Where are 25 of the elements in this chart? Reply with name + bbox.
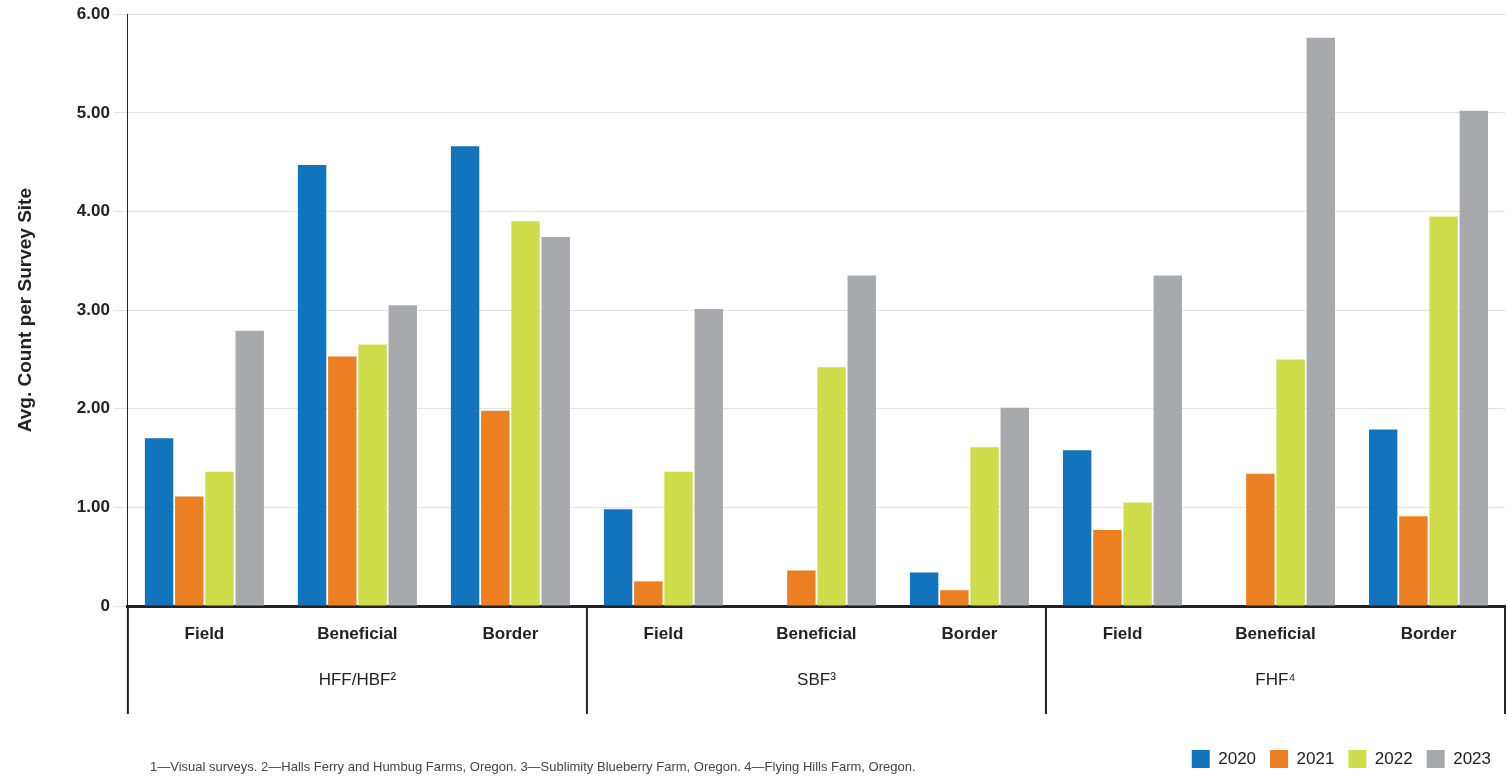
y-tick-label: 5.00 <box>76 102 110 122</box>
x-tick-label: Field <box>184 623 225 643</box>
legend-label: 2022 <box>1374 748 1413 768</box>
y-axis-title: Avg. Count per Survey Site <box>13 187 35 433</box>
text: SBF³ <box>797 669 837 689</box>
x-tick-label: Beneficial <box>317 623 398 643</box>
text: 1—Visual surveys. 2—Halls Ferry and Humbug Farms, Oregon. 3—Sublimity Blueberry Farm, Oregon. 4—Flying Hills Farm, Oregon. <box>150 758 916 774</box>
y-tick-label: 3.00 <box>76 299 110 319</box>
y-tick-label: 6.00 <box>76 3 110 23</box>
x-tick-label: Beneficial <box>1235 623 1316 643</box>
legend-label: 2020 <box>1218 748 1257 768</box>
legend-label: 2021 <box>1296 748 1335 768</box>
x-tick-label: Border <box>1400 623 1457 643</box>
x-tick-label: Beneficial <box>776 623 857 643</box>
y-tick-label: 0 <box>100 595 110 615</box>
text: HFF/HBF² <box>318 669 397 689</box>
y-tick-label: 2.00 <box>76 398 110 418</box>
text: FHF⁴ <box>1255 669 1296 689</box>
y-tick-label: 4.00 <box>76 201 110 221</box>
x-tick-label: Border <box>482 623 539 643</box>
y-tick-label: 1.00 <box>76 497 110 517</box>
legend-label: 2023 <box>1453 748 1492 768</box>
x-tick-label: Field <box>1102 623 1143 643</box>
x-tick-label: Border <box>941 623 998 643</box>
x-tick-label: Field <box>643 623 684 643</box>
